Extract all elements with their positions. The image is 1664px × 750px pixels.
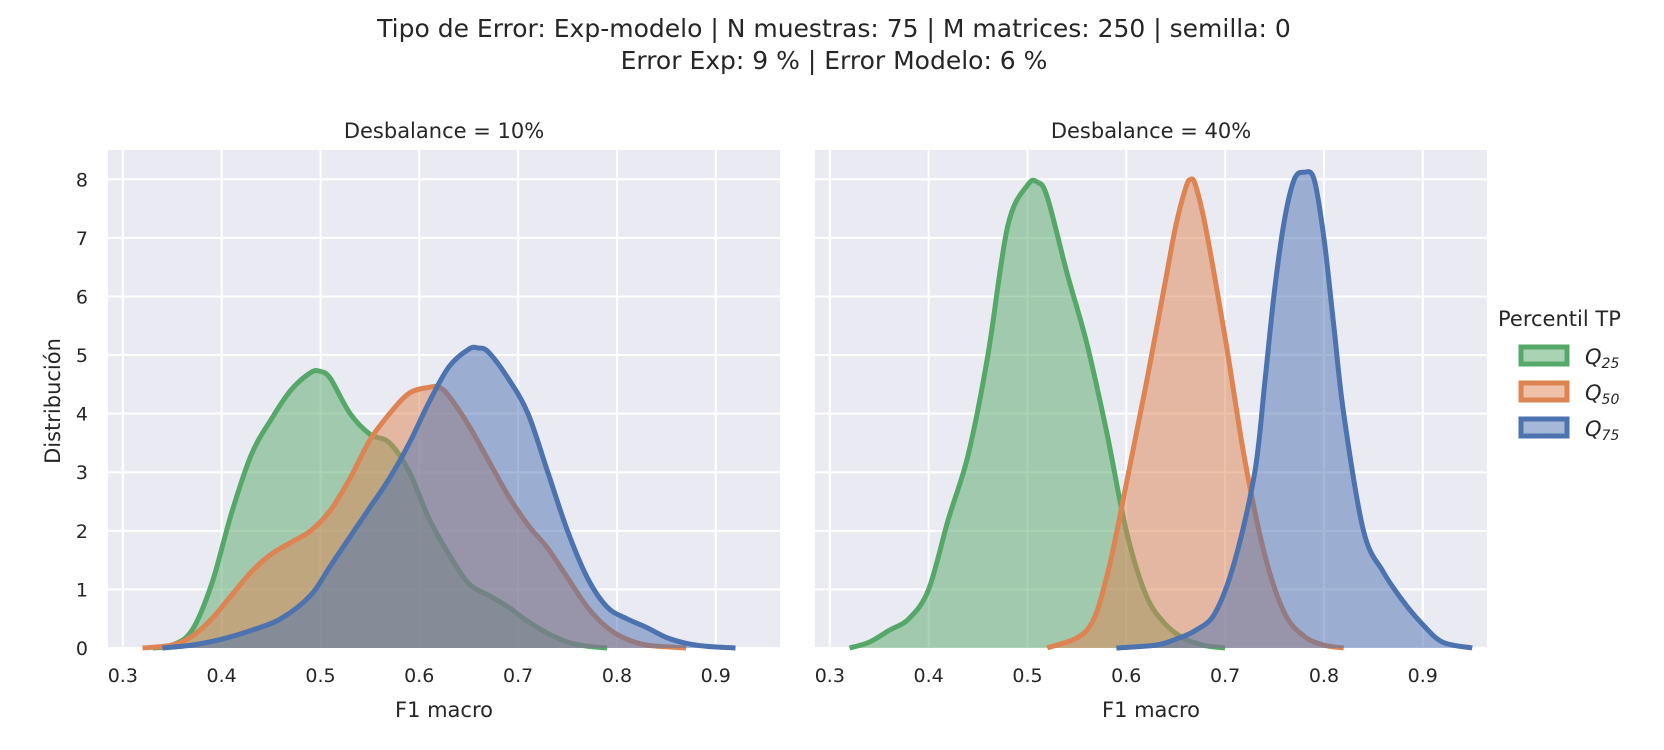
x-tick-label: 0.6: [1111, 665, 1141, 687]
y-tick-label: 8: [76, 169, 88, 191]
legend-swatch: [1518, 380, 1570, 403]
x-axis-label: F1 macro: [1102, 698, 1200, 722]
legend-item-q25: Q25: [1518, 344, 1619, 372]
y-tick-label: 4: [76, 404, 88, 426]
legend-item-q50: Q50: [1518, 380, 1619, 408]
x-tick-label: 0.8: [602, 665, 632, 687]
density-areas: [848, 169, 1473, 651]
legend-label: Q75: [1585, 417, 1619, 444]
panel-title: Desbalance = 40%: [1051, 119, 1251, 143]
x-tick-label: 0.4: [914, 665, 944, 687]
legend-label: Q25: [1585, 345, 1619, 372]
x-ticks: 0.3 0.4 0.5 0.6 0.7 0.8 0.9: [108, 665, 731, 687]
y-tick-label: 6: [76, 286, 88, 308]
y-tick-label: 0: [76, 638, 88, 660]
density-line-q75: [162, 344, 736, 651]
x-tick-label: 0.8: [1309, 665, 1339, 687]
y-tick-label: 3: [76, 462, 88, 484]
legend-label: Q50: [1585, 381, 1619, 408]
y-tick-label: 5: [76, 345, 88, 367]
x-ticks: 0.3 0.4 0.5 0.6 0.7 0.8 0.9: [815, 665, 1438, 687]
x-tick-label: 0.4: [207, 665, 237, 687]
density-line-q75: [1116, 169, 1473, 651]
density-areas: [142, 344, 736, 651]
x-tick-label: 0.3: [108, 665, 138, 687]
y-ticks: 0 1 2 3 4 5 6 7 8: [76, 169, 88, 660]
x-tick-label: 0.5: [1012, 665, 1042, 687]
x-axis-label: F1 macro: [395, 698, 493, 722]
legend-title: Percentil TP: [1498, 307, 1621, 331]
panel-imbalance-10: 0.3 0.4 0.5 0.6 0.7 0.8 0.9 0 1 2 3 4 5 6 7 8 Desbalan…: [41, 119, 780, 722]
density-fill-q50: [1047, 178, 1344, 649]
x-tick-label: 0.9: [701, 665, 731, 687]
x-tick-label: 0.9: [1408, 665, 1438, 687]
y-tick-label: 2: [76, 521, 88, 543]
legend-swatch: [1518, 344, 1570, 367]
x-tick-label: 0.5: [305, 665, 335, 687]
x-tick-label: 0.7: [503, 665, 533, 687]
density-fill-q25: [849, 180, 1226, 648]
figure-title-line-2: Error Exp: 9 % | Error Modelo: 6 %: [621, 46, 1048, 75]
y-tick-label: 7: [76, 228, 88, 250]
legend: Percentil TP Q25 Q50 Q75: [1498, 307, 1621, 444]
legend-swatch: [1518, 416, 1570, 439]
density-fill-q75: [1116, 171, 1473, 649]
y-axis-label: Distribución: [41, 338, 65, 464]
x-tick-label: 0.3: [815, 665, 845, 687]
legend-item-q75: Q75: [1518, 416, 1619, 444]
density-fill-q75: [162, 347, 736, 648]
panel-imbalance-40: 0.3 0.4 0.5 0.6 0.7 0.8 0.9 Desbalance = 40% F…: [815, 119, 1487, 722]
y-tick-label: 1: [76, 579, 88, 601]
panel-title: Desbalance = 10%: [344, 119, 544, 143]
x-tick-label: 0.6: [404, 665, 434, 687]
x-tick-label: 0.7: [1210, 665, 1240, 687]
figure-title-line-1: Tipo de Error: Exp-modelo | N muestras: …: [376, 14, 1291, 43]
